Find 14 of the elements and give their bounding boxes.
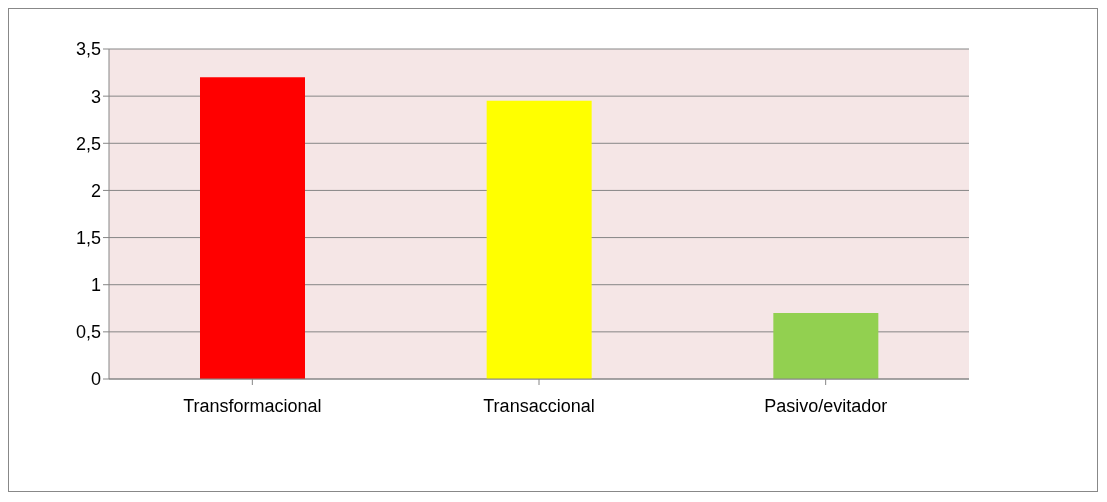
bar: [486, 100, 592, 379]
x-tick-label: Transaccional: [483, 395, 595, 416]
y-tick-label: 2,5: [75, 133, 101, 154]
y-tick-label: 1,5: [75, 227, 101, 248]
x-tick-label: Transformacional: [183, 395, 322, 416]
y-tick-label: 0,5: [75, 322, 101, 343]
x-tick-label: Pasivo/evitador: [764, 395, 888, 416]
bar: [200, 77, 305, 379]
bar: [773, 313, 879, 379]
y-tick-label: 3,5: [75, 39, 101, 60]
y-tick-label: 1: [90, 275, 101, 296]
y-tick-label: 3: [90, 86, 101, 107]
y-tick-label: 2: [90, 180, 101, 201]
y-tick-label: 0: [90, 369, 101, 390]
